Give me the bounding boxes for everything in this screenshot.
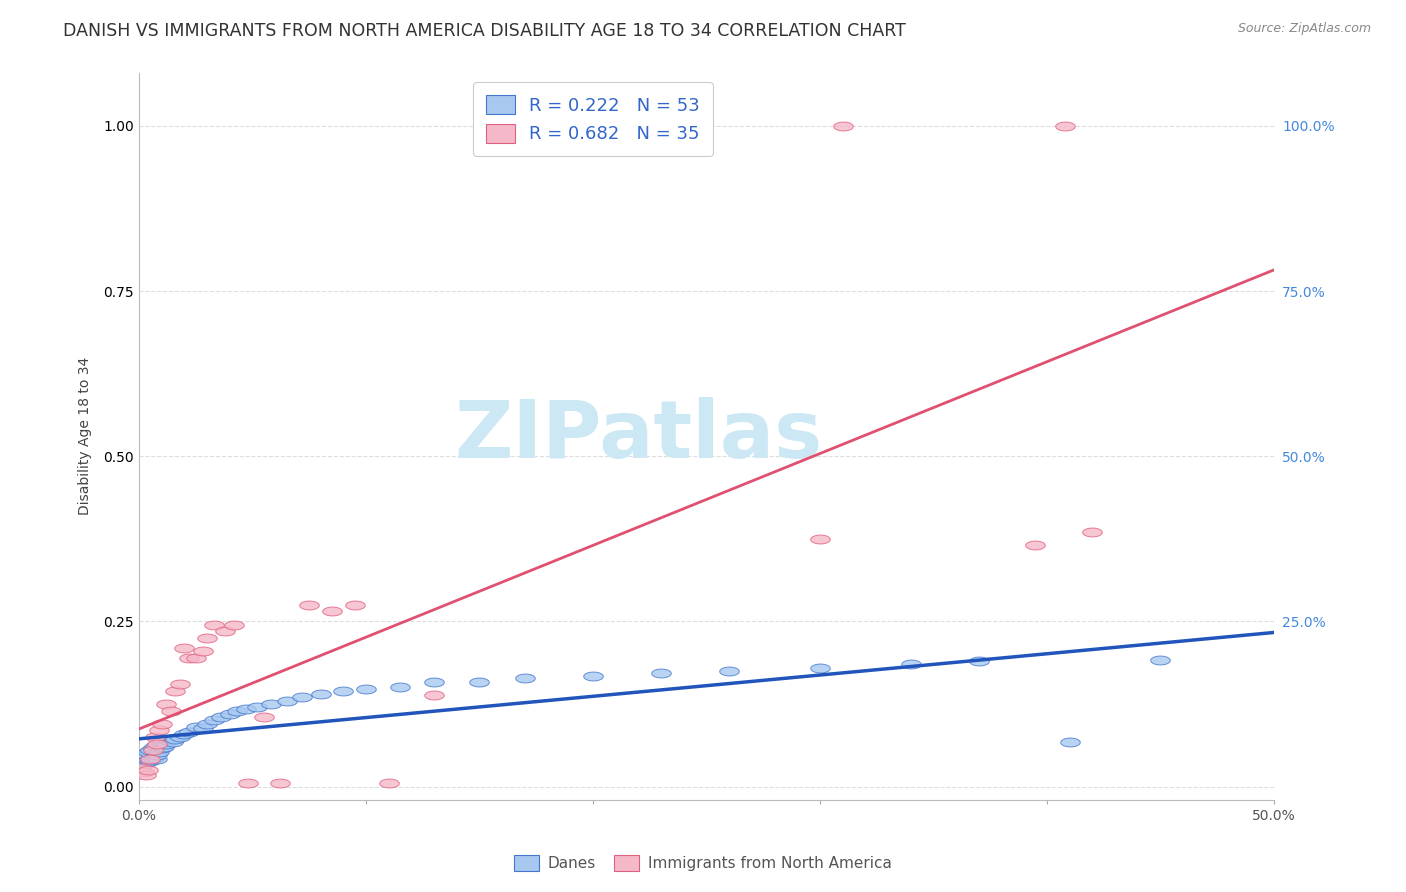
Point bbox=[209, 710, 232, 724]
Point bbox=[808, 660, 831, 674]
Point bbox=[142, 743, 165, 757]
Point bbox=[165, 683, 187, 698]
Point bbox=[143, 749, 166, 764]
Point bbox=[309, 687, 332, 701]
Point bbox=[148, 745, 170, 759]
Point bbox=[146, 752, 169, 766]
Y-axis label: Disability Age 18 to 34: Disability Age 18 to 34 bbox=[79, 357, 93, 516]
Point bbox=[155, 737, 177, 751]
Point bbox=[291, 690, 314, 705]
Point bbox=[132, 752, 155, 766]
Point bbox=[218, 706, 240, 721]
Point bbox=[150, 737, 173, 751]
Point bbox=[162, 734, 184, 748]
Point bbox=[177, 725, 200, 739]
Point bbox=[132, 764, 155, 779]
Point bbox=[143, 739, 166, 753]
Point bbox=[173, 640, 195, 655]
Point bbox=[1024, 538, 1046, 552]
Point bbox=[276, 693, 298, 707]
Point bbox=[159, 704, 181, 718]
Point bbox=[150, 716, 173, 731]
Text: ZIPatlas: ZIPatlas bbox=[454, 397, 823, 475]
Point bbox=[831, 119, 853, 133]
Point bbox=[132, 755, 155, 769]
Point bbox=[214, 624, 236, 639]
Point bbox=[169, 730, 191, 744]
Point bbox=[298, 598, 321, 612]
Point bbox=[388, 681, 411, 695]
Point bbox=[146, 737, 169, 751]
Text: DANISH VS IMMIGRANTS FROM NORTH AMERICA DISABILITY AGE 18 TO 34 CORRELATION CHAR: DANISH VS IMMIGRANTS FROM NORTH AMERICA … bbox=[63, 22, 905, 40]
Point bbox=[354, 681, 377, 696]
Point bbox=[139, 755, 162, 769]
Point bbox=[195, 631, 218, 645]
Point bbox=[343, 598, 366, 612]
Point bbox=[169, 677, 191, 691]
Point bbox=[235, 701, 257, 715]
Legend: R = 0.222   N = 53, R = 0.682   N = 35: R = 0.222 N = 53, R = 0.682 N = 35 bbox=[474, 82, 713, 156]
Legend: Danes, Immigrants from North America: Danes, Immigrants from North America bbox=[508, 849, 898, 877]
Point bbox=[153, 739, 176, 754]
Point bbox=[202, 617, 225, 632]
Point bbox=[259, 697, 281, 711]
Point bbox=[142, 752, 165, 766]
Point bbox=[650, 665, 672, 680]
Point bbox=[148, 723, 170, 738]
Point bbox=[236, 776, 259, 790]
Point bbox=[1081, 525, 1104, 540]
Point bbox=[150, 741, 173, 756]
Point bbox=[191, 644, 214, 658]
Point bbox=[139, 752, 162, 766]
Point bbox=[967, 654, 990, 668]
Point bbox=[135, 747, 157, 762]
Point bbox=[135, 756, 157, 771]
Text: Source: ZipAtlas.com: Source: ZipAtlas.com bbox=[1237, 22, 1371, 36]
Point bbox=[184, 650, 207, 665]
Point bbox=[423, 675, 446, 690]
Point bbox=[136, 753, 159, 767]
Point bbox=[135, 767, 157, 781]
Point bbox=[157, 733, 180, 747]
Point bbox=[582, 668, 605, 682]
Point bbox=[1149, 653, 1171, 667]
Point bbox=[142, 741, 165, 756]
Point bbox=[269, 776, 291, 790]
Point bbox=[143, 730, 166, 744]
Point bbox=[246, 700, 269, 714]
Point bbox=[718, 664, 741, 678]
Point bbox=[129, 761, 152, 775]
Point bbox=[468, 675, 491, 690]
Point bbox=[136, 763, 159, 777]
Point bbox=[202, 714, 225, 728]
Point bbox=[184, 720, 207, 734]
Point bbox=[146, 747, 169, 762]
Point bbox=[173, 727, 195, 741]
Point bbox=[177, 650, 200, 665]
Point bbox=[1059, 734, 1081, 748]
Point bbox=[191, 722, 214, 736]
Point bbox=[513, 671, 536, 685]
Point bbox=[423, 689, 446, 703]
Point bbox=[136, 745, 159, 759]
Point bbox=[900, 657, 922, 672]
Point bbox=[195, 716, 218, 731]
Point bbox=[253, 710, 276, 724]
Point bbox=[225, 704, 247, 718]
Point bbox=[224, 617, 246, 632]
Point bbox=[321, 604, 343, 618]
Point bbox=[139, 743, 162, 757]
Point bbox=[1053, 119, 1076, 133]
Point bbox=[332, 683, 354, 698]
Point bbox=[377, 776, 399, 790]
Point bbox=[808, 532, 831, 546]
Point bbox=[129, 749, 152, 764]
Point bbox=[155, 697, 177, 711]
Point bbox=[165, 731, 187, 746]
